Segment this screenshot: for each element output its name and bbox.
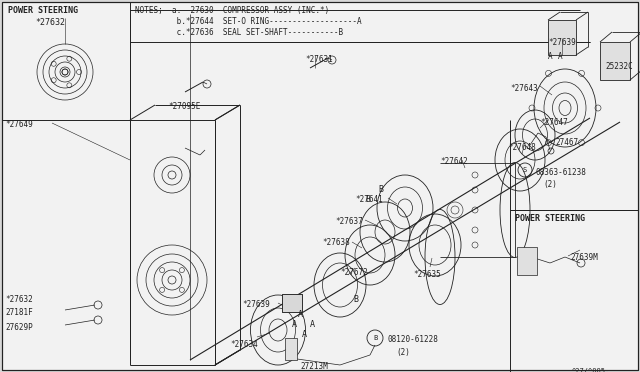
Text: *27634: *27634 bbox=[230, 340, 258, 349]
Text: *27642: *27642 bbox=[440, 157, 468, 166]
Text: ^27/^005.: ^27/^005. bbox=[572, 368, 611, 372]
Text: 27639M: 27639M bbox=[570, 253, 598, 262]
Text: c.*27636  SEAL SET-SHAFT-----------B: c.*27636 SEAL SET-SHAFT-----------B bbox=[135, 28, 343, 37]
Text: POWER STEERING: POWER STEERING bbox=[515, 214, 585, 223]
Text: 27629P: 27629P bbox=[5, 323, 33, 332]
Text: *27095E: *27095E bbox=[168, 102, 200, 111]
Bar bbox=[517, 247, 537, 275]
Text: POWER STEERING: POWER STEERING bbox=[8, 6, 78, 15]
Text: 08363-61238: 08363-61238 bbox=[535, 168, 586, 177]
Bar bbox=[285, 338, 297, 360]
Text: B: B bbox=[373, 335, 377, 341]
Text: *27641: *27641 bbox=[355, 195, 383, 204]
Text: 27181F: 27181F bbox=[5, 308, 33, 317]
Text: *27649: *27649 bbox=[5, 120, 33, 129]
Text: S: S bbox=[523, 167, 527, 173]
Text: A: A bbox=[302, 330, 307, 339]
Text: NOTES;  a.  27630  COMPRESSOR ASSY (INC.*): NOTES; a. 27630 COMPRESSOR ASSY (INC.*) bbox=[135, 6, 329, 15]
Text: *27639: *27639 bbox=[548, 38, 576, 47]
Bar bbox=[282, 294, 302, 312]
Text: *27637: *27637 bbox=[335, 217, 363, 226]
Text: A: A bbox=[298, 310, 303, 319]
Text: *27647: *27647 bbox=[540, 118, 568, 127]
Text: *27631: *27631 bbox=[305, 55, 333, 64]
Text: *27672: *27672 bbox=[340, 268, 368, 277]
Text: A: A bbox=[548, 52, 552, 61]
Text: *27638: *27638 bbox=[322, 238, 349, 247]
Text: 27467: 27467 bbox=[555, 138, 578, 147]
Text: *27632: *27632 bbox=[5, 295, 33, 304]
Bar bbox=[282, 294, 302, 312]
Text: B: B bbox=[378, 185, 383, 194]
Text: A: A bbox=[310, 320, 315, 329]
Text: *27635: *27635 bbox=[413, 270, 441, 279]
Text: 25232C: 25232C bbox=[605, 62, 633, 71]
Text: b.*27644  SET-O RING-------------------A: b.*27644 SET-O RING-------------------A bbox=[135, 17, 362, 26]
Text: *27632: *27632 bbox=[35, 18, 65, 27]
Text: (2): (2) bbox=[543, 180, 557, 189]
Text: *27643: *27643 bbox=[510, 84, 538, 93]
Text: 27213M: 27213M bbox=[300, 362, 328, 371]
Text: 08120-61228: 08120-61228 bbox=[388, 335, 439, 344]
Text: A: A bbox=[292, 320, 297, 329]
Text: (2): (2) bbox=[396, 348, 410, 357]
Text: A: A bbox=[558, 52, 563, 61]
Text: B: B bbox=[365, 195, 370, 204]
Bar bbox=[548, 20, 576, 55]
Text: B: B bbox=[353, 295, 358, 304]
Bar bbox=[600, 42, 630, 80]
Text: *27648: *27648 bbox=[508, 143, 536, 152]
Text: *27639: *27639 bbox=[242, 300, 269, 309]
